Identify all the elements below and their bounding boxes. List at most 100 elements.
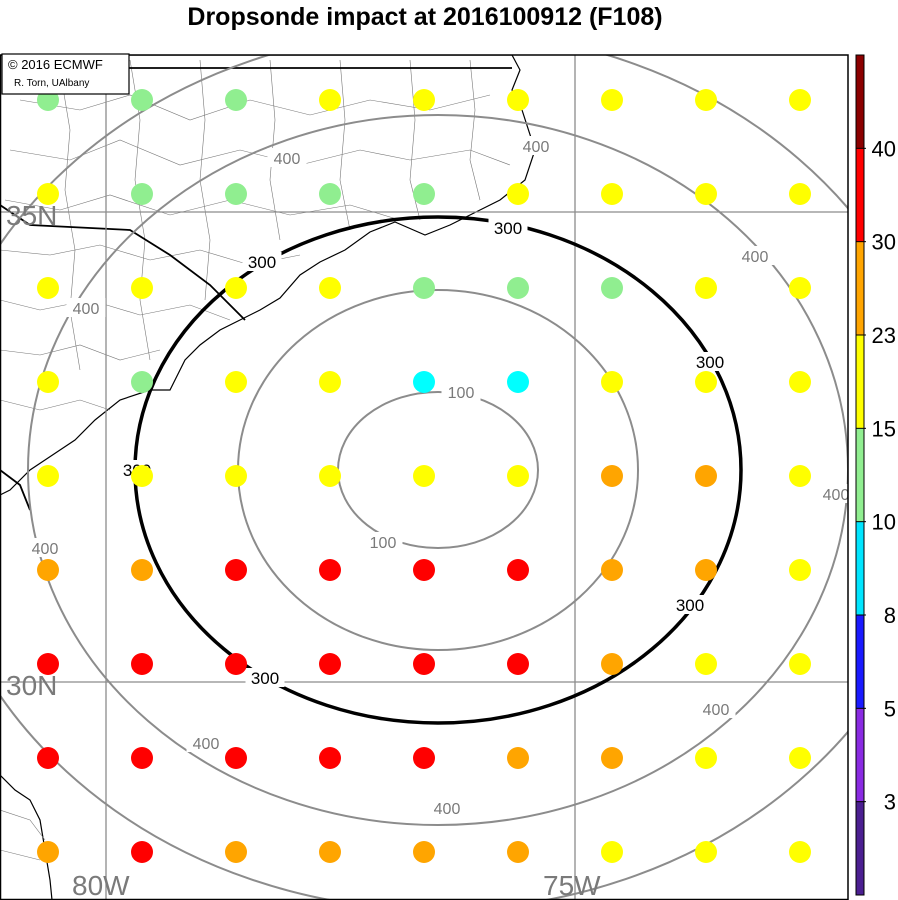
impact-dot [695, 747, 717, 769]
impact-dot [789, 653, 811, 675]
contour-group: 1001003003003003003003004004004004004004… [0, 55, 850, 900]
impact-dot [225, 841, 247, 863]
contour-label-100: 100 [370, 535, 397, 552]
impact-dot [507, 747, 529, 769]
impact-dot [225, 747, 247, 769]
impact-dot [413, 653, 435, 675]
impact-dot [413, 559, 435, 581]
impact-dot [601, 465, 623, 487]
impact-dot [789, 183, 811, 205]
colorbar-tick-label: 30 [872, 230, 896, 255]
credit-line2: R. Torn, UAlbany [14, 78, 89, 89]
impact-dot [131, 277, 153, 299]
impact-dot [225, 371, 247, 393]
impact-dot [507, 183, 529, 205]
lat-30-label: 30N [6, 670, 57, 701]
contour-label-bg [488, 218, 528, 237]
impact-dot [37, 465, 59, 487]
impact-dot [789, 277, 811, 299]
contour-label-300: 300 [696, 353, 724, 372]
impact-dot [695, 277, 717, 299]
contour-label-400: 400 [823, 487, 850, 504]
contour-400 [27, 114, 848, 826]
colorbar: 3 5 8 10 15 23 30 40 [855, 54, 896, 896]
colorbar-tick-label: 23 [872, 323, 896, 348]
contour-label-bg [516, 136, 556, 155]
lat-35-label: 35N [6, 200, 57, 231]
contour-label-bg [441, 382, 481, 401]
impact-dot [507, 89, 529, 111]
impact-dot [131, 559, 153, 581]
impact-dot [413, 183, 435, 205]
impact-dot [131, 653, 153, 675]
impact-dot [789, 841, 811, 863]
colorbar-segment [856, 428, 864, 522]
impact-dot [601, 371, 623, 393]
contour-label-400: 400 [434, 801, 461, 818]
impact-dot [413, 841, 435, 863]
colorbar-segment [856, 615, 864, 709]
contour-label-400: 400 [703, 702, 730, 719]
impact-dot [131, 747, 153, 769]
impact-dot [789, 465, 811, 487]
impact-dot [225, 465, 247, 487]
contour-label-bg [696, 699, 736, 718]
contour-label-400: 400 [193, 736, 220, 753]
impact-dot [413, 371, 435, 393]
impact-dot [601, 747, 623, 769]
impact-dot [37, 653, 59, 675]
impact-dot [225, 277, 247, 299]
colorbar-border [855, 54, 865, 896]
credit-line1: © 2016 ECMWF [8, 57, 103, 72]
contour-label-400: 400 [742, 249, 769, 266]
colorbar-tick-label: 5 [884, 696, 896, 721]
lon-80-label: 80W [72, 870, 130, 900]
contour-label-100: 100 [448, 385, 475, 402]
impact-dot [319, 465, 341, 487]
colorbar-segment [856, 55, 864, 149]
impact-dot [319, 747, 341, 769]
state-boundaries [0, 67, 512, 511]
lon-75-label: 75W [543, 870, 601, 900]
contour-label-300: 300 [676, 596, 704, 615]
impact-dot [413, 465, 435, 487]
impact-dot [507, 841, 529, 863]
contour-label-bg [186, 733, 226, 752]
impact-dot [789, 747, 811, 769]
contour-label-bg [267, 148, 307, 167]
impact-dot [789, 559, 811, 581]
impact-dot [601, 653, 623, 675]
impact-dot [131, 465, 153, 487]
impact-dot [601, 183, 623, 205]
colorbar-segment [856, 801, 864, 895]
impact-dot [601, 89, 623, 111]
impact-dot [413, 747, 435, 769]
impact-dot [601, 841, 623, 863]
impact-dot [789, 89, 811, 111]
impact-dot [131, 841, 153, 863]
impact-dot [131, 89, 153, 111]
impact-dot [319, 277, 341, 299]
credit-box: © 2016 ECMWF R. Torn, UAlbany [1, 53, 130, 95]
contour-label-bg [427, 798, 467, 817]
contour-label-300: 300 [248, 253, 276, 272]
impact-dot [507, 653, 529, 675]
impact-dot [695, 371, 717, 393]
contour-label-300: 300 [251, 669, 279, 688]
impact-dot [37, 559, 59, 581]
impact-dot [37, 841, 59, 863]
impact-dot [131, 183, 153, 205]
colorbar-segment [856, 241, 864, 335]
county-boundaries [0, 59, 511, 861]
contour-label-bg [670, 595, 710, 614]
page-title: Dropsonde impact at 2016100912 (F108) [187, 3, 663, 31]
impact-dot [319, 841, 341, 863]
contour-label-400: 400 [73, 301, 100, 318]
colorbar-segment [856, 148, 864, 242]
impact-dot [507, 559, 529, 581]
contour-label-300: 300 [494, 219, 522, 238]
impact-dot [319, 371, 341, 393]
contour-label-bg [66, 298, 106, 317]
lat-lon-grid [0, 55, 848, 900]
